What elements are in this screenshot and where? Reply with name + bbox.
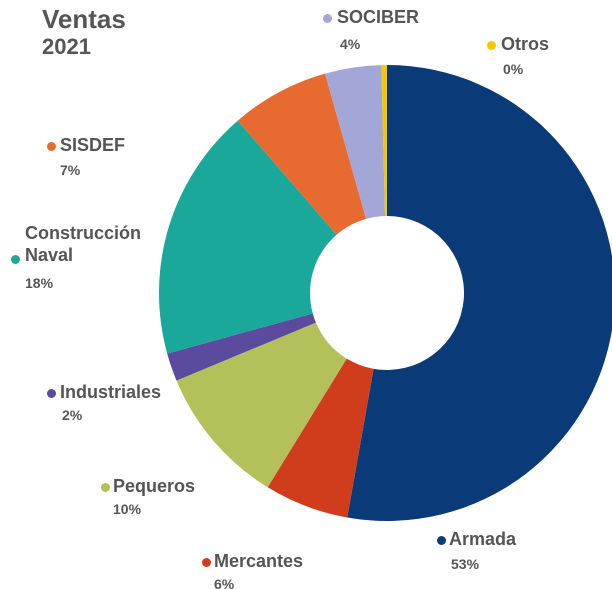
slice: [159, 120, 337, 354]
legend-dot: [323, 14, 332, 23]
legend-dot: [11, 255, 20, 264]
slice-label: Pequeros: [113, 476, 196, 496]
slice: [325, 65, 386, 219]
legend-dot: [437, 536, 446, 545]
value-label: 7%: [60, 162, 81, 178]
legend-dot: [47, 142, 56, 151]
value-label: 10%: [113, 501, 142, 517]
value-label: 6%: [214, 576, 235, 589]
slice-label: Construcción Naval: [25, 223, 142, 265]
slice-label: Mercantes: [214, 551, 304, 571]
slice: [167, 313, 316, 381]
value-label: 2%: [62, 407, 83, 423]
slice: [267, 358, 374, 518]
slice-label: Otros: [501, 34, 550, 54]
slice: [347, 65, 612, 521]
slice: [381, 65, 387, 217]
legend-dot: [202, 558, 211, 567]
chart-subtitle: 2021: [42, 34, 91, 59]
value-label: 18%: [25, 275, 54, 291]
slice: [237, 73, 367, 235]
legend-dot: [101, 483, 110, 492]
value-label: 4%: [340, 36, 361, 52]
slice: [176, 322, 347, 488]
legend-dot: [47, 389, 56, 398]
value-label: 53%: [451, 556, 480, 572]
legend-dot: [487, 41, 496, 50]
slice-label: Armada: [449, 529, 517, 549]
slice-label: SISDEF: [60, 135, 126, 155]
chart-title: Ventas: [42, 4, 126, 34]
value-label: 0%: [503, 61, 524, 77]
slice-label: SOCIBER: [337, 7, 420, 27]
slice-label: Industriales: [60, 382, 162, 402]
